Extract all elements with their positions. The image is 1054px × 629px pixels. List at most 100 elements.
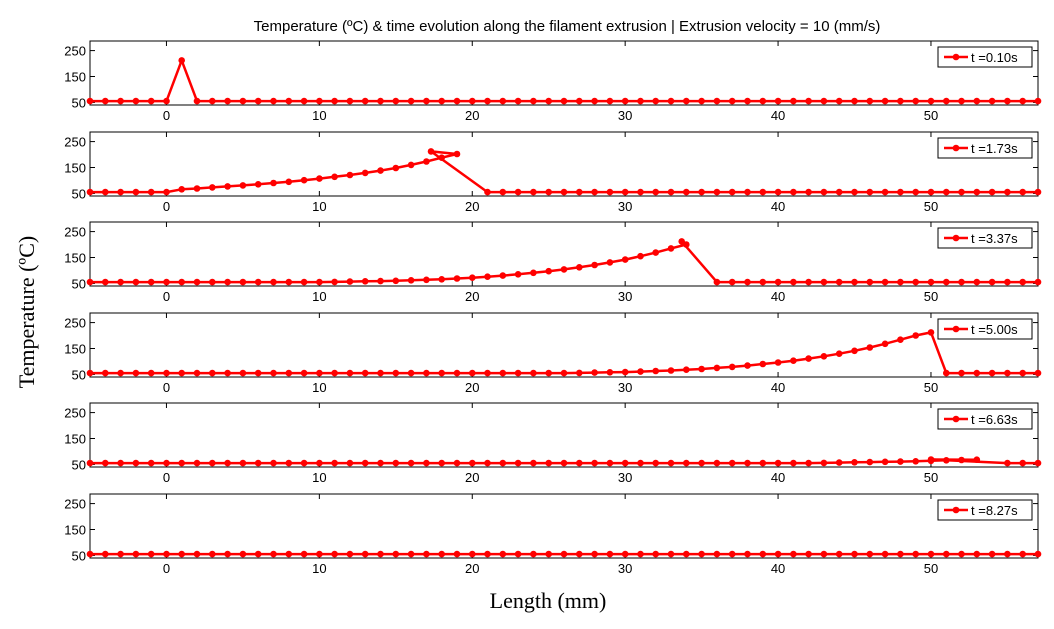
data-point <box>331 97 338 105</box>
legend-box <box>937 408 1033 430</box>
data-point <box>224 459 231 467</box>
data-point <box>637 252 644 260</box>
data-point <box>300 97 308 105</box>
legend-box <box>937 137 1033 159</box>
data-point <box>790 278 797 286</box>
data-point <box>958 369 965 377</box>
data-point <box>897 336 904 344</box>
data-point <box>423 550 430 558</box>
data-point <box>147 459 155 467</box>
data-point <box>881 278 889 286</box>
data-point <box>851 347 858 355</box>
data-point <box>178 57 185 64</box>
data-point <box>560 97 568 105</box>
data-point <box>484 550 491 558</box>
data-point <box>285 459 293 467</box>
data-point <box>484 459 491 467</box>
data-point <box>193 278 201 286</box>
legend: t =5.00s <box>937 318 1033 340</box>
data-point <box>698 459 705 467</box>
data-point <box>530 188 537 196</box>
data-point <box>637 459 644 467</box>
data-point <box>866 278 874 286</box>
x-tick-label: 30 <box>618 199 632 214</box>
data-point <box>927 97 935 105</box>
data-point <box>102 188 109 196</box>
data-point <box>209 184 216 191</box>
data-point <box>331 550 338 558</box>
data-point <box>790 459 797 467</box>
legend-label: t =8.27s <box>971 503 1018 518</box>
data-point <box>774 97 782 105</box>
data-point <box>881 97 889 105</box>
data-point <box>316 459 323 467</box>
data-point <box>790 97 797 105</box>
data-point <box>774 459 782 467</box>
x-tick-label: 50 <box>924 108 938 123</box>
data-point <box>163 459 170 467</box>
data-point <box>239 182 247 189</box>
y-tick-label: 250 <box>64 316 86 331</box>
data-point <box>224 550 231 558</box>
data-point <box>361 550 369 558</box>
data-point <box>774 278 782 286</box>
data-point <box>224 183 231 190</box>
data-point <box>346 369 354 377</box>
data-point <box>178 186 185 193</box>
data-point <box>239 97 247 105</box>
data-point <box>805 355 812 362</box>
data-point <box>270 459 277 467</box>
data-point <box>209 369 216 377</box>
data-point <box>943 97 950 105</box>
data-point <box>759 97 767 105</box>
data-point <box>820 459 828 467</box>
data-point <box>774 188 782 196</box>
data-point <box>927 278 935 286</box>
data-point <box>866 344 874 351</box>
data-point <box>499 550 507 558</box>
data-point <box>117 97 124 105</box>
data-point <box>912 550 919 558</box>
data-point <box>300 550 308 558</box>
data-point <box>851 550 858 558</box>
data-point <box>652 97 659 105</box>
data-point <box>438 154 446 161</box>
data-point <box>820 353 828 360</box>
data-point <box>728 188 736 196</box>
data-point <box>851 278 858 286</box>
plot-frame <box>89 40 1039 106</box>
y-tick-label: 150 <box>64 251 86 266</box>
data-point <box>576 369 583 377</box>
y-tick-label: 50 <box>72 276 86 291</box>
x-tick-label: 10 <box>312 561 326 576</box>
data-point <box>346 459 354 467</box>
data-point <box>132 188 140 196</box>
data-point <box>958 188 965 196</box>
data-point <box>637 97 644 105</box>
x-tick-label: 0 <box>163 289 170 304</box>
x-tick-label: 10 <box>312 470 326 485</box>
data-point <box>346 550 354 558</box>
x-tick-label: 50 <box>924 380 938 395</box>
data-point <box>683 188 690 196</box>
x-tick-label: 40 <box>771 561 785 576</box>
data-point <box>1004 550 1011 558</box>
data-point <box>988 188 996 196</box>
data-point <box>652 249 659 256</box>
data-point <box>147 97 155 105</box>
data-point <box>377 550 384 558</box>
x-tick-label: 50 <box>924 199 938 214</box>
data-point <box>820 97 828 105</box>
y-tick-label: 250 <box>64 225 86 240</box>
data-point <box>667 245 675 252</box>
data-point <box>254 97 262 105</box>
data-point <box>392 459 400 467</box>
data-point <box>560 266 568 273</box>
data-point <box>514 550 522 558</box>
data-point <box>1034 369 1042 377</box>
data-point <box>881 458 889 466</box>
data-point <box>744 97 751 105</box>
data-point <box>224 278 231 286</box>
data-point <box>361 369 369 377</box>
data-point <box>637 368 644 375</box>
